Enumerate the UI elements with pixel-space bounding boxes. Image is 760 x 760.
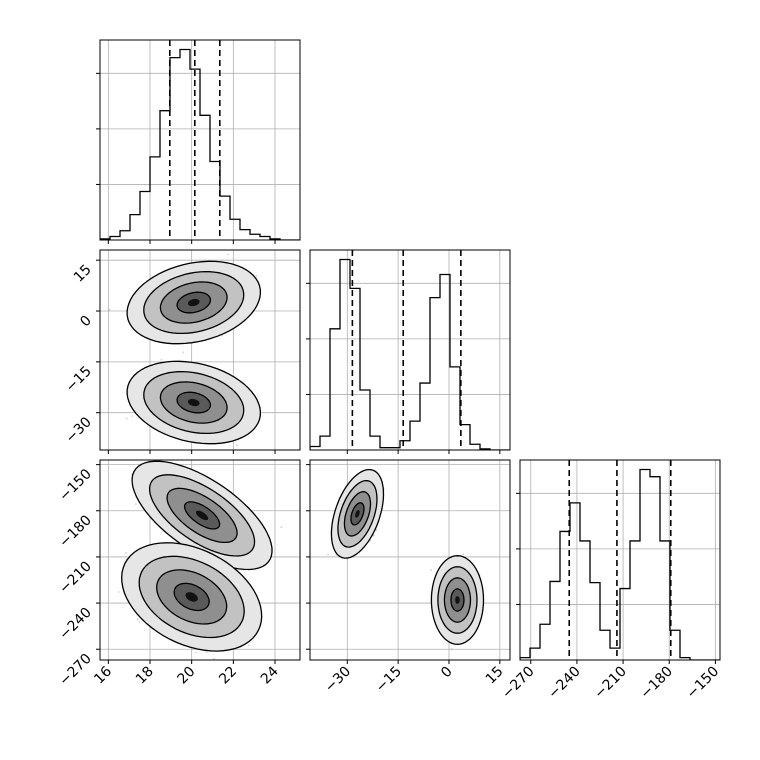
y-tick-label: 0 (77, 313, 95, 331)
density-peak (196, 510, 209, 521)
contour-line (131, 460, 273, 571)
x-tick-label: −180 (638, 664, 677, 703)
scatter-panel-0-2: 16 18 20 22 24 −270 −240 −210 −180 −150 (56, 459, 301, 690)
density-peak (185, 592, 198, 602)
contour-line (166, 487, 238, 544)
panel-frame (309, 249, 511, 451)
x-tick-label: −270 (499, 664, 538, 703)
histogram-step-line (100, 48, 300, 240)
x-tick-label: −150 (684, 664, 723, 703)
panel-body (117, 460, 283, 660)
x-tick-label: −210 (591, 664, 630, 703)
sample-point (227, 253, 230, 256)
sample-point (213, 657, 216, 660)
sample-point (182, 351, 185, 354)
panel-body (108, 253, 262, 447)
x-tick-label: −240 (545, 664, 584, 703)
sample-point (236, 444, 238, 447)
sample-point (280, 526, 283, 529)
panel-body (100, 40, 300, 240)
contour-line (156, 569, 228, 625)
contour-line (159, 281, 228, 324)
x-tick-label: 22 (216, 664, 240, 688)
sample-point (462, 553, 465, 556)
y-tick-label: −15 (63, 363, 95, 395)
sample-point (138, 621, 141, 623)
sample-point (369, 539, 372, 542)
sample-point (327, 553, 329, 556)
sample-point (125, 417, 128, 420)
panel-grid (310, 460, 510, 660)
x-tick-label: 16 (91, 663, 115, 687)
y-tick-label: −210 (56, 558, 95, 597)
sample-point (247, 644, 250, 647)
histogram-panel-1 (306, 249, 511, 454)
histogram-step-line (520, 468, 720, 660)
sample-point (117, 591, 120, 593)
histogram-panel-2: −270 −240 −210 −180 −150 (499, 459, 723, 703)
y-tick-label: 15 (71, 262, 95, 286)
sample-point (195, 651, 198, 654)
contour-line (126, 360, 262, 445)
sample-point (255, 275, 258, 278)
contour-line (121, 542, 263, 652)
contour-line (159, 381, 228, 424)
panel-frame (519, 459, 721, 661)
contour-line (126, 260, 262, 345)
sample-point (134, 503, 137, 505)
y-tick-label: −180 (56, 512, 95, 551)
panel-frame (99, 39, 301, 241)
contour-line (176, 391, 212, 414)
contour-line (176, 291, 212, 314)
sample-point (131, 415, 134, 417)
x-tick-label: 24 (258, 663, 282, 687)
x-tick-label: 20 (175, 664, 199, 688)
contour-line (183, 501, 221, 530)
panel-body (327, 468, 485, 650)
x-tick-label: 18 (133, 664, 157, 688)
sample-point (125, 552, 127, 554)
sample-point (108, 308, 111, 311)
density-peak (187, 298, 200, 307)
sample-point (375, 529, 378, 531)
y-tick-label: −30 (63, 414, 95, 446)
panel-grid (310, 250, 510, 450)
contour-line (173, 582, 210, 612)
panel-body (520, 460, 720, 660)
contour-line (138, 555, 245, 639)
panel-frame (99, 459, 301, 661)
density-peak (187, 398, 200, 407)
y-tick-label: −240 (56, 605, 95, 644)
sample-point (136, 618, 139, 621)
scatter-panel-0-1: −30 −15 0 15 (63, 249, 301, 454)
y-tick-label: −150 (56, 466, 95, 505)
sample-point (160, 358, 163, 361)
sample-point (205, 651, 208, 654)
panel-frame (99, 249, 301, 451)
contour-line (143, 370, 245, 435)
contour-line (143, 270, 245, 335)
y-tick-label: −270 (56, 651, 95, 690)
contour-line (148, 474, 256, 557)
histogram-panel-0 (96, 39, 301, 244)
panel-body (310, 250, 510, 450)
scatter-panel-1-2: −30 −15 0 15 (306, 459, 511, 696)
histogram-step-line (310, 258, 510, 450)
